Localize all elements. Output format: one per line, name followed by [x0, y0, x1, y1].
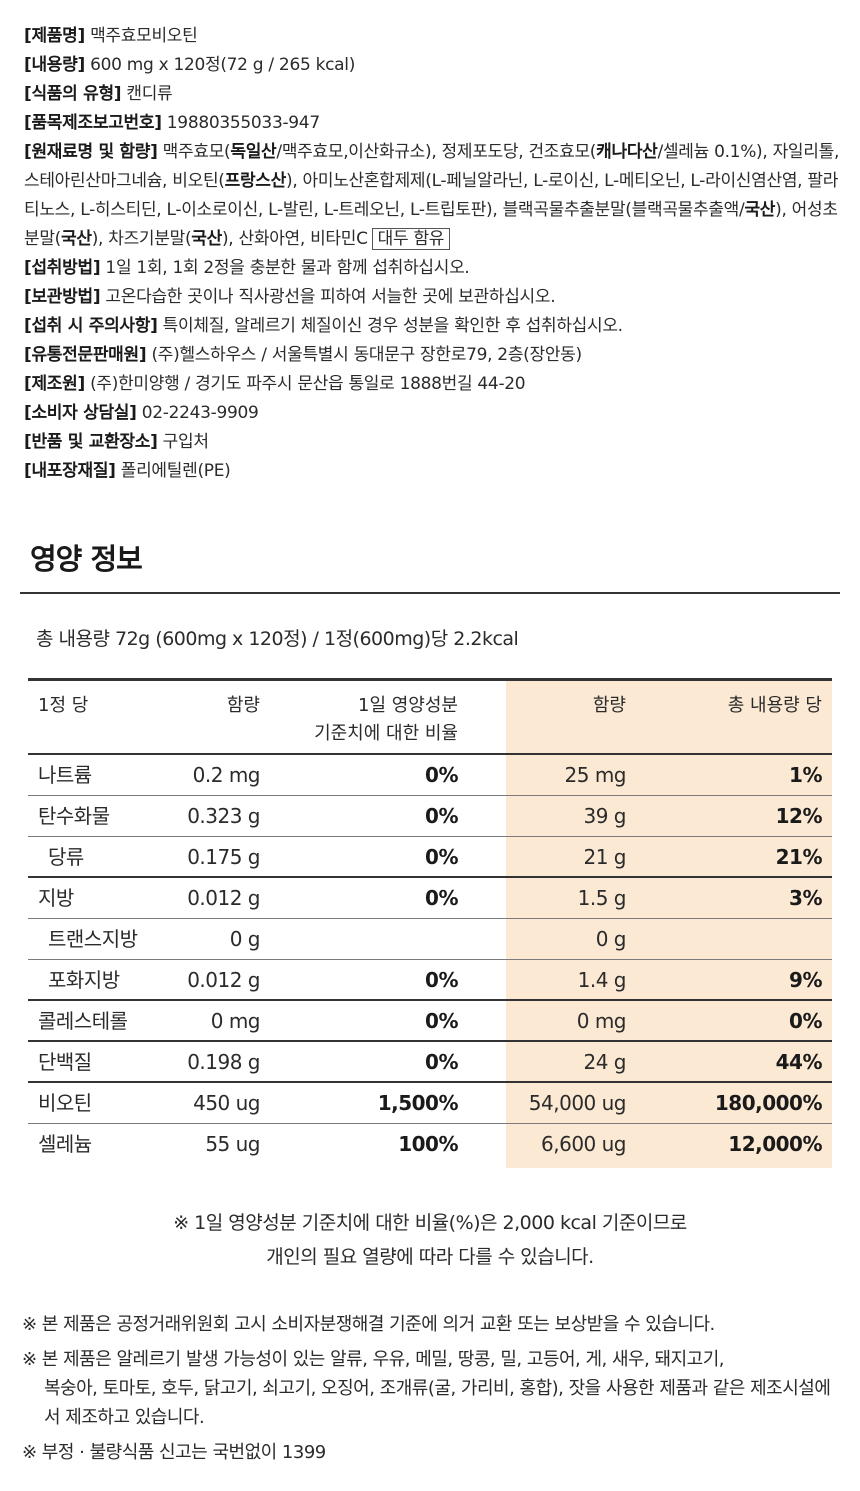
info-packaging: [내포장재질] 폴리에틸렌(PE) — [24, 461, 231, 481]
nutrient-total-pct: 21% — [775, 845, 823, 869]
nutrient-total-pct: 44% — [775, 1050, 823, 1074]
table-top-rule — [28, 678, 832, 681]
total-columns-shade — [506, 681, 832, 1168]
title-divider — [20, 592, 840, 594]
nutrient-total-amount: 0 g — [595, 927, 627, 951]
table-row: 비오틴 450 ug 1,500% 54,000 ug 180,000% — [28, 1083, 832, 1124]
nutrient-total-pct: 12,000% — [728, 1132, 822, 1156]
table-row: 셀레늄 55 ug 100% 6,600 ug 12,000% — [28, 1124, 832, 1165]
nutrient-total-amount: 1.5 g — [577, 886, 627, 910]
nutrient-name: 탄수화물 — [38, 804, 110, 828]
nutrient-total-amount: 6,600 ug — [541, 1132, 626, 1156]
row-divider — [28, 959, 832, 960]
nutrient-amount: 55 ug — [205, 1132, 260, 1156]
nutrient-name: 비오틴 — [38, 1091, 92, 1115]
table-row: 탄수화물 0.323 g 0% 39 g 12% — [28, 796, 832, 837]
nutrient-daily-pct: 0% — [425, 886, 458, 910]
nutrient-daily-pct: 100% — [398, 1132, 458, 1156]
nutrient-total-amount: 21 g — [583, 845, 626, 869]
row-divider — [28, 1081, 832, 1083]
row-divider — [28, 1040, 832, 1042]
nutrition-title: 영양 정보 — [30, 542, 143, 576]
nutrient-amount: 0.198 g — [187, 1050, 260, 1074]
nutrient-total-pct: 0% — [789, 1009, 822, 1033]
info-return-place: [반품 및 교환장소] 구입처 — [24, 432, 209, 452]
disclaimer-item: ※ 본 제품은 알레르기 발생 가능성이 있는 알류, 우유, 메밀, 땅콩, … — [22, 1349, 831, 1428]
allergen-box: 대두 함유 — [371, 228, 451, 250]
row-divider — [28, 1123, 832, 1124]
product-info-block: [제품명] 맥주효모비오틴 [내용량] 600 mg x 120정(72 g /… — [24, 22, 840, 486]
nutrient-daily-pct: 0% — [425, 845, 458, 869]
row-divider — [28, 876, 832, 878]
table-row: 단백질 0.198 g 0% 24 g 44% — [28, 1042, 832, 1083]
info-report-no: [품목제조보고번호] 19880355033-947 — [24, 113, 320, 133]
nutrient-total-pct: 3% — [789, 886, 822, 910]
nutrient-amount: 0 mg — [210, 1009, 261, 1033]
nutrient-daily-pct: 0% — [425, 968, 458, 992]
header-daily-value: 1일 영양성분 기준치에 대한 비율 — [314, 695, 458, 744]
info-product-name: [제품명] 맥주효모비오틴 — [24, 26, 198, 46]
table-row: 나트륨 0.2 mg 0% 25 mg 1% — [28, 755, 832, 796]
nutrient-daily-pct: 0% — [425, 1009, 458, 1033]
nutrient-amount: 0.012 g — [187, 968, 260, 992]
info-consumer-center: [소비자 상담실] 02-2243-9909 — [24, 403, 259, 423]
header-total-amount: 함량 — [592, 695, 626, 716]
nutrient-name: 나트륨 — [38, 763, 92, 787]
nutrient-amount: 0.323 g — [187, 804, 260, 828]
nutrient-daily-pct: 0% — [425, 763, 458, 787]
nutrient-name: 당류 — [48, 845, 84, 869]
nutrient-name: 단백질 — [38, 1050, 92, 1074]
info-distributor: [유통전문판매원] (주)헬스하우스 / 서울특별시 동대문구 장한로79, 2… — [24, 345, 582, 365]
table-row: 트랜스지방 0 g 0 g — [28, 919, 832, 960]
info-intake: [섭취방법] 1일 1회, 1회 2정을 충분한 물과 함께 섭취하십시오. — [24, 258, 470, 278]
nutrient-name: 지방 — [38, 886, 74, 910]
nutrition-table: 1정 당 함량 1일 영양성분 기준치에 대한 비율 함량 총 내용량 당 나트… — [28, 678, 832, 1168]
row-divider — [28, 999, 832, 1001]
info-content: [내용량] 600 mg x 120정(72 g / 265 kcal) — [24, 55, 356, 75]
info-food-type: [식품의 유형] 캔디류 — [24, 84, 173, 104]
header-rule — [28, 753, 832, 755]
header-total-dv: 총 내용량 당 — [727, 695, 822, 716]
nutrient-amount: 0 g — [229, 927, 261, 951]
nutrient-total-pct: 12% — [775, 804, 823, 828]
table-row: 지방 0.012 g 0% 1.5 g 3% — [28, 878, 832, 919]
info-storage: [보관방법] 고온다습한 곳이나 직사광선을 피하여 서늘한 곳에 보관하십시오… — [24, 287, 556, 307]
nutrient-name: 콜레스테롤 — [38, 1009, 128, 1033]
nutrient-name: 셀레늄 — [38, 1132, 92, 1156]
table-row: 포화지방 0.012 g 0% 1.4 g 9% — [28, 960, 832, 1001]
nutrient-amount: 0.175 g — [187, 845, 260, 869]
row-divider — [28, 918, 832, 919]
nutrition-total-line: 총 내용량 72g (600mg x 120정) / 1정(600mg)당 2.… — [36, 628, 519, 650]
info-ingredients: [원재료명 및 함량] 맥주효모(독일산/맥주효모,이산화규소), 정제포도당,… — [24, 142, 840, 250]
info-caution: [섭취 시 주의사항] 특이체질, 알레르기 체질이신 경우 성분을 확인한 후… — [24, 316, 623, 336]
header-per-unit: 1정 당 — [38, 695, 89, 716]
disclaimer-item: ※ 본 제품은 공정거래위원회 고시 소비자분쟁해결 기준에 의거 교환 또는 … — [22, 1314, 715, 1335]
nutrient-total-pct: 1% — [789, 763, 822, 787]
disclaimer-item: ※ 부정 · 불량식품 신고는 국번없이 1399 — [22, 1442, 326, 1463]
nutrient-total-amount: 0 mg — [576, 1009, 627, 1033]
table-row: 당류 0.175 g 0% 21 g 21% — [28, 837, 832, 878]
nutrient-daily-pct: 0% — [425, 804, 458, 828]
nutrient-total-amount: 25 mg — [564, 763, 627, 787]
nutrient-total-pct: 9% — [789, 968, 822, 992]
nutrient-total-amount: 24 g — [583, 1050, 626, 1074]
table-row: 콜레스테롤 0 mg 0% 0 mg 0% — [28, 1001, 832, 1042]
info-manufacturer: [제조원] (주)한미양행 / 경기도 파주시 문산읍 통일로 1888번길 4… — [24, 374, 526, 394]
nutrient-daily-pct: 1,500% — [377, 1091, 459, 1115]
header-amount: 함량 — [226, 695, 260, 716]
disclaimers: ※ 본 제품은 공정거래위원회 고시 소비자분쟁해결 기준에 의거 교환 또는 … — [22, 1310, 838, 1473]
nutrient-total-amount: 54,000 ug — [528, 1091, 627, 1115]
nutrient-name: 포화지방 — [48, 968, 120, 992]
daily-value-note: ※ 1일 영양성분 기준치에 대한 비율(%)은 2,000 kcal 기준이므… — [173, 1212, 687, 1268]
row-divider — [28, 795, 832, 796]
nutrient-amount: 0.2 mg — [192, 763, 261, 787]
nutrient-amount: 450 ug — [193, 1091, 260, 1115]
nutrient-total-amount: 1.4 g — [577, 968, 627, 992]
nutrient-amount: 0.012 g — [187, 886, 260, 910]
nutrient-total-amount: 39 g — [583, 804, 626, 828]
nutrient-daily-pct: 0% — [425, 1050, 458, 1074]
nutrient-name: 트랜스지방 — [48, 927, 138, 951]
nutrient-total-pct: 180,000% — [714, 1091, 823, 1115]
row-divider — [28, 836, 832, 837]
